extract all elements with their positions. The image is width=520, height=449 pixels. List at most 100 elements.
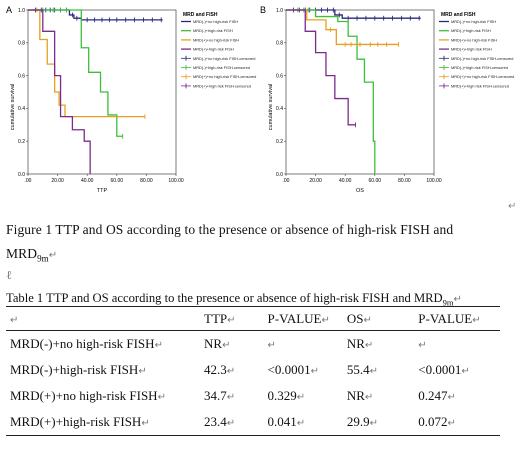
x-axis-label: OS bbox=[356, 188, 364, 194]
x-axis-label: TTP bbox=[97, 188, 108, 194]
panel-letter: A bbox=[6, 5, 12, 15]
km-curve bbox=[286, 9, 421, 19]
y-tick-label: 0.4 bbox=[18, 106, 25, 112]
table-caption: Table 1 TTP and OS according to the pres… bbox=[6, 291, 462, 308]
plot-frame bbox=[285, 9, 435, 175]
paragraph-mark: ↵ bbox=[453, 294, 462, 305]
return-mark: ↵ bbox=[508, 201, 517, 212]
x-tick-label: 80.00 bbox=[140, 178, 153, 184]
x-tick-label: 60.00 bbox=[111, 178, 124, 184]
table-cell: 0.247↵ bbox=[418, 388, 456, 403]
km-curve bbox=[28, 9, 163, 21]
figure-caption-text: Figure 1 TTP and OS according to the pre… bbox=[6, 222, 454, 261]
table-cell: 42.3↵ bbox=[204, 362, 236, 377]
km-curve bbox=[286, 9, 399, 46]
y-tick-label: 1.0 bbox=[18, 8, 25, 14]
y-tick-label: 0.0 bbox=[276, 172, 283, 178]
y-tick-label: 0.8 bbox=[276, 41, 283, 47]
table-cell: 23.4↵ bbox=[200, 409, 264, 436]
km-curve bbox=[28, 9, 91, 174]
table-row: MRD(+)+high-risk FISH↵ 23.4↵ 0.041↵ 29.9… bbox=[6, 409, 500, 436]
panel-letter: B bbox=[260, 5, 266, 15]
y-tick-label: 0.6 bbox=[18, 73, 25, 79]
table-cell: MRD(-)+high-risk FISH↵ bbox=[10, 362, 147, 377]
y-tick-label: 0.6 bbox=[276, 73, 283, 79]
table-cell: <0.0001↵ bbox=[267, 362, 320, 377]
header-cell: P-VALUE↵ bbox=[414, 306, 500, 331]
legend-item: MRD(+)+high-risk FISH bbox=[193, 47, 234, 52]
y-tick-label: 0.2 bbox=[18, 139, 25, 145]
x-tick-label: 80.00 bbox=[398, 178, 411, 184]
legend-item: MRD(+)+no high-risk FISH bbox=[451, 37, 497, 42]
legend-item: MRD(-)+no high-risk FISH-censored bbox=[451, 56, 513, 61]
table-caption-text: Table 1 TTP and OS according to the pres… bbox=[6, 291, 443, 305]
legend-item: MRD(-)+high-risk FISH bbox=[451, 28, 491, 33]
legend-item: MRD(-)+high-risk FISH-censored bbox=[451, 65, 508, 70]
y-tick-label: 1.0 bbox=[276, 8, 283, 14]
legend: MRD and FISH MRD(-)+no high-risk FISH MRD… bbox=[439, 12, 514, 89]
plot-frame bbox=[27, 9, 177, 175]
y-tick-label: 0.0 bbox=[18, 172, 25, 178]
y-ticks: 0.0 0.2 0.4 0.6 0.8 1.0 bbox=[276, 8, 286, 178]
km-curve bbox=[28, 9, 123, 137]
y-axis-label: cumulative survival bbox=[268, 84, 274, 130]
x-tick-label: 20.00 bbox=[309, 178, 322, 184]
legend: MRD and FISH MRD(-)+no high-risk FISH MRD… bbox=[181, 12, 256, 89]
figure-caption-sub: 9m bbox=[37, 253, 49, 264]
x-tick-label: 100.00 bbox=[426, 178, 442, 184]
table-cell: NR↵ bbox=[346, 388, 374, 403]
x-tick-label: 20.00 bbox=[51, 178, 64, 184]
km-curve bbox=[286, 9, 376, 174]
x-tick-label: 60.00 bbox=[369, 178, 382, 184]
results-table: ↵ TTP↵ P-VALUE↵ OS↵ P-VALUE↵ MRD(-)+no h… bbox=[6, 306, 500, 436]
km-curves bbox=[28, 7, 163, 174]
table-cell: 0.329↵ bbox=[267, 388, 306, 403]
header-cell: OS↵ bbox=[342, 306, 415, 331]
legend-item: MRD(+)+no high-risk FISH-censored bbox=[193, 74, 256, 79]
ttp-km-plot: A cumulative survival 0.0 0.2 0.4 0.6 0.8 1.0… bbox=[6, 5, 256, 194]
figure-caption: Figure 1 TTP and OS according to the pre… bbox=[6, 218, 506, 271]
legend-item: MRD(-)+no high-risk FISH bbox=[451, 19, 496, 24]
legend-item: MRD(-)+high-risk FISH-censored bbox=[193, 65, 250, 70]
legend-title: MRD and FISH bbox=[183, 12, 218, 18]
table-cell: 0.072↵ bbox=[414, 409, 500, 436]
table-cell: MRD(+)+high-risk FISH↵ bbox=[6, 409, 201, 436]
paragraph-mark: ↵ bbox=[48, 250, 58, 261]
stray-mark: ℓ bbox=[6, 268, 12, 282]
table-cell: 0.041↵ bbox=[263, 409, 343, 436]
table-cell: MRD(-)+no high-risk FISH↵ bbox=[10, 336, 163, 351]
table-cell: NR↵ bbox=[346, 336, 374, 351]
table-cell: MRD(+)+no high-risk FISH↵ bbox=[10, 388, 166, 403]
table-row: MRD(-)+no high-risk FISH↵ NR↵ ↵ NR↵ ↵ bbox=[6, 331, 500, 358]
legend-item: MRD(-)+high-risk FISH bbox=[193, 28, 233, 33]
y-tick-label: 0.8 bbox=[18, 41, 25, 47]
legend-item: MRD(+)+high-risk FISH-censored bbox=[451, 83, 509, 88]
x-tick-label: 40.00 bbox=[81, 178, 94, 184]
legend-item: MRD(+)+no high-risk FISH bbox=[193, 37, 239, 42]
x-ticks: .00 20.00 40.00 60.00 80.00 100.00 bbox=[25, 174, 184, 184]
table-row: MRD(+)+no high-risk FISH↵ 34.7↵ 0.329↵ N… bbox=[6, 383, 500, 409]
table-row: MRD(-)+high-risk FISH↵ 42.3↵ <0.0001↵ 55… bbox=[6, 357, 500, 383]
table-cell: ↵ bbox=[418, 340, 427, 351]
header-cell: ↵ bbox=[6, 306, 201, 331]
table-cell: 55.4↵ bbox=[346, 362, 378, 377]
table-cell: NR↵ bbox=[204, 336, 231, 351]
km-curves bbox=[286, 7, 421, 174]
km-curve bbox=[28, 9, 145, 118]
y-tick-label: 0.2 bbox=[276, 139, 283, 145]
table-cell: 34.7↵ bbox=[204, 388, 236, 403]
table-cell: 29.9↵ bbox=[342, 409, 415, 436]
legend-item: MRD(-)+no high-risk FISH bbox=[193, 19, 238, 24]
table-header-row: ↵ TTP↵ P-VALUE↵ OS↵ P-VALUE↵ bbox=[6, 306, 500, 331]
y-ticks: 0.0 0.2 0.4 0.6 0.8 1.0 bbox=[18, 8, 28, 178]
table-caption-sub: 9m bbox=[442, 297, 454, 308]
x-tick-label: 40.00 bbox=[339, 178, 352, 184]
header-cell: P-VALUE↵ bbox=[263, 306, 343, 331]
table-cell: <0.0001↵ bbox=[418, 362, 470, 377]
x-tick-label: .00 bbox=[283, 178, 290, 184]
legend-item: MRD(+)+no high-risk FISH-censored bbox=[451, 74, 514, 79]
legend-title: MRD and FISH bbox=[441, 12, 476, 18]
legend-item: MRD(+)+high-risk FISH-censored bbox=[193, 83, 251, 88]
os-km-plot: B cumulative survival 0.0 0.2 0.4 0.6 0.8 1.0… bbox=[260, 5, 514, 194]
legend-item: MRD(+)+high-risk FISH bbox=[451, 47, 492, 52]
